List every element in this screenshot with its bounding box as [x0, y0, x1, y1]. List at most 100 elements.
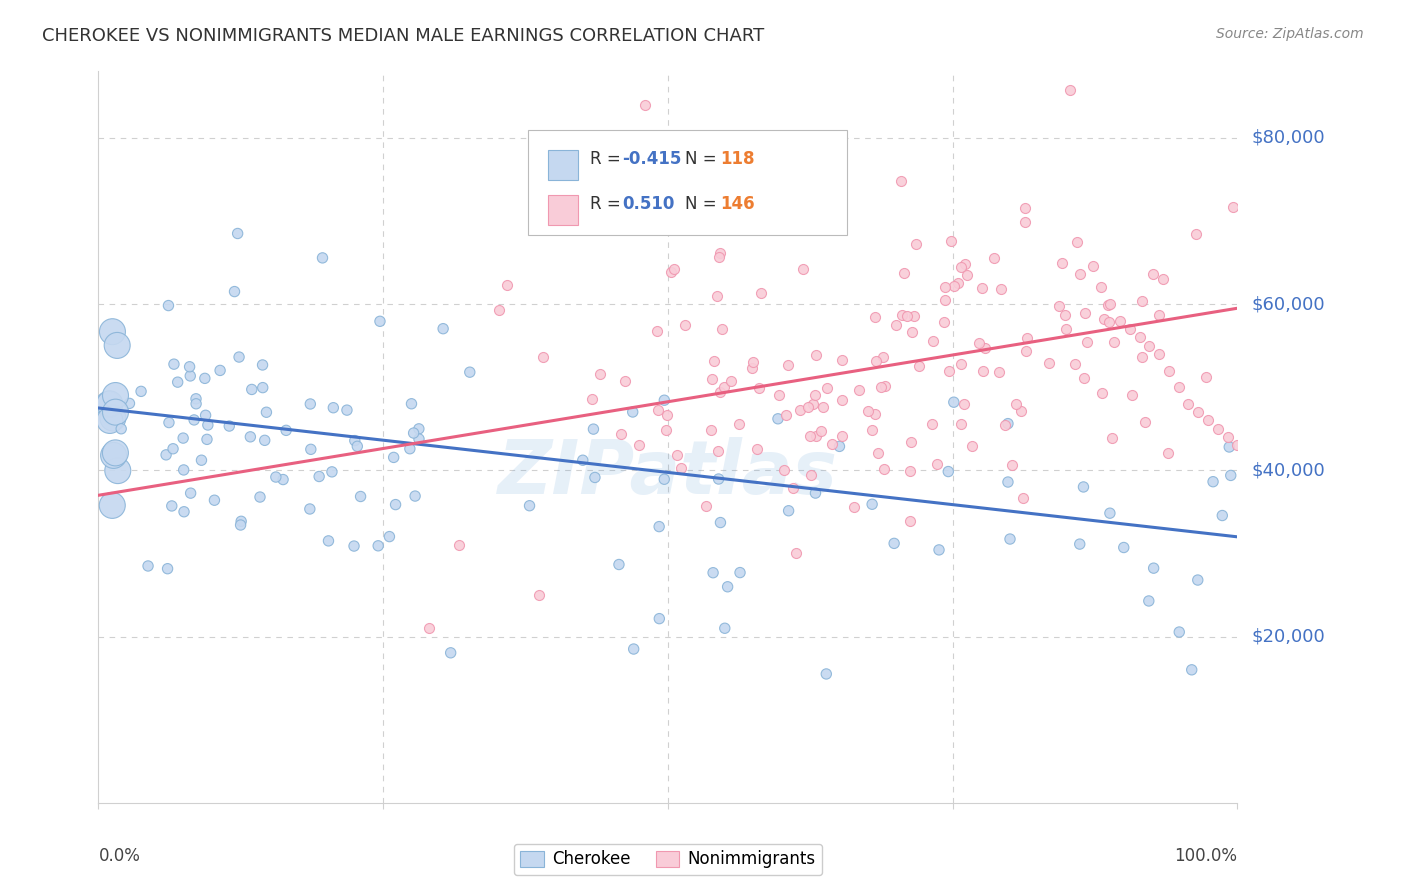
Point: [224, 285, 246, 299]
Point: [775, 408, 797, 422]
Point: [673, 318, 696, 333]
Point: [865, 354, 887, 368]
Point: [1222, 200, 1244, 214]
Point: [997, 475, 1019, 489]
Point: [1064, 357, 1087, 371]
Point: [711, 322, 734, 336]
Point: [870, 380, 893, 394]
Point: [1130, 293, 1153, 308]
Point: [103, 449, 125, 463]
Point: [648, 519, 671, 533]
Point: [772, 463, 794, 477]
Point: [983, 251, 1005, 265]
Point: [623, 642, 645, 657]
Point: [707, 250, 730, 264]
Point: [253, 434, 276, 448]
Point: [239, 430, 262, 444]
Point: [107, 464, 129, 478]
Point: [179, 359, 201, 374]
Point: [828, 439, 851, 453]
Point: [299, 442, 322, 457]
Point: [700, 372, 723, 386]
Point: [194, 371, 217, 385]
Point: [831, 429, 853, 443]
Point: [1218, 440, 1240, 454]
Point: [901, 326, 924, 340]
Point: [1216, 430, 1239, 444]
Point: [1059, 83, 1081, 97]
Point: [408, 422, 430, 436]
Point: [408, 432, 430, 446]
Text: -0.415: -0.415: [623, 150, 682, 168]
Point: [652, 393, 675, 408]
Point: [973, 341, 995, 355]
Point: [934, 315, 956, 329]
Point: [1099, 297, 1122, 311]
Point: [218, 419, 240, 434]
Point: [418, 621, 440, 635]
Point: [231, 514, 253, 528]
Point: [993, 418, 1015, 433]
Point: [811, 400, 834, 414]
Point: [862, 424, 884, 438]
Point: [714, 621, 737, 635]
Point: [1014, 215, 1036, 229]
Point: [785, 546, 807, 560]
Point: [1090, 280, 1112, 294]
Point: [820, 437, 842, 451]
Point: [700, 423, 723, 437]
Point: [1014, 201, 1036, 215]
Text: 118: 118: [720, 150, 755, 168]
Point: [184, 397, 207, 411]
Point: [717, 580, 740, 594]
Point: [908, 359, 931, 373]
Point: [204, 493, 226, 508]
Point: [252, 358, 274, 372]
Point: [1073, 370, 1095, 384]
Point: [1069, 537, 1091, 551]
Point: [792, 262, 814, 277]
Point: [709, 246, 731, 260]
Point: [934, 293, 956, 307]
Point: [943, 279, 966, 293]
Point: [1142, 267, 1164, 281]
Point: [815, 667, 838, 681]
Point: [627, 437, 650, 451]
Point: [1092, 312, 1115, 326]
Point: [873, 462, 896, 476]
Point: [903, 309, 925, 323]
Point: [318, 533, 340, 548]
Point: [655, 423, 678, 437]
Point: [252, 381, 274, 395]
Point: [322, 401, 344, 415]
Point: [1133, 415, 1156, 429]
Point: [101, 411, 124, 425]
Point: [104, 446, 127, 460]
Point: [346, 439, 368, 453]
Point: [801, 397, 824, 411]
Point: [110, 422, 132, 436]
Point: [898, 514, 921, 528]
Point: [226, 227, 249, 241]
Point: [384, 498, 406, 512]
Point: [695, 500, 717, 514]
Point: [607, 558, 630, 572]
Point: [1184, 227, 1206, 242]
Point: [866, 446, 889, 460]
Point: [367, 539, 389, 553]
Text: 0.510: 0.510: [623, 195, 675, 213]
Point: [953, 257, 976, 271]
Point: [1091, 386, 1114, 401]
Point: [581, 392, 603, 406]
Point: [488, 302, 510, 317]
Point: [896, 309, 918, 323]
Point: [766, 412, 789, 426]
Point: [613, 374, 636, 388]
Point: [194, 409, 217, 423]
Point: [925, 457, 948, 471]
Point: [960, 439, 983, 453]
Point: [519, 499, 541, 513]
Point: [893, 266, 915, 280]
Point: [321, 465, 343, 479]
Point: [703, 354, 725, 368]
